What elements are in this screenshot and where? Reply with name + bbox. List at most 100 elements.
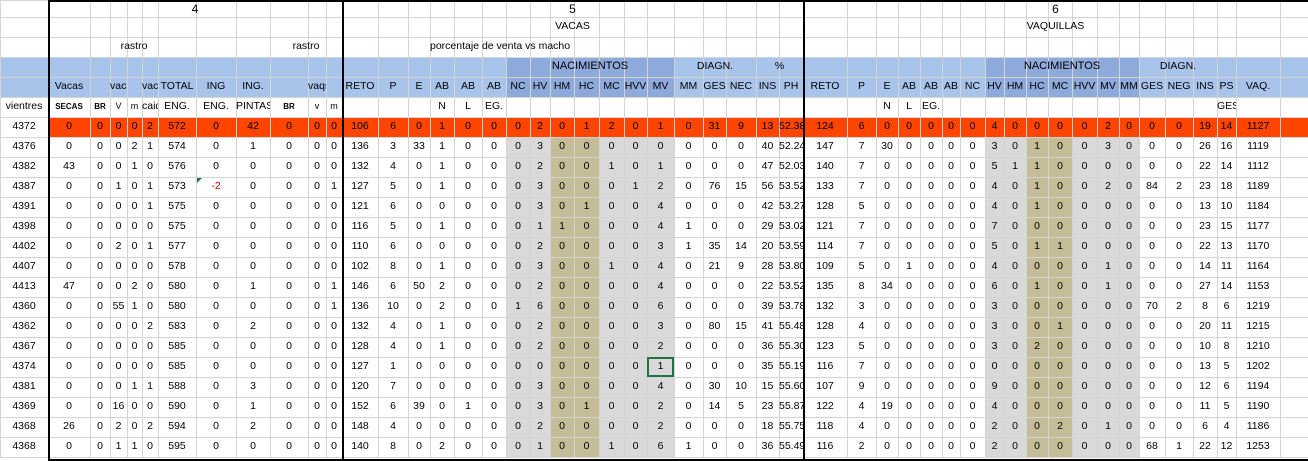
data-cell[interactable]: 0 bbox=[213, 420, 219, 432]
data-cell[interactable]: 0 bbox=[906, 360, 912, 372]
data-cell[interactable]: 0 bbox=[1149, 400, 1155, 412]
data-cell[interactable]: 55.87 bbox=[779, 400, 803, 412]
header-r5-c3[interactable]: V bbox=[115, 101, 122, 111]
data-cell[interactable]: 1 bbox=[1034, 200, 1040, 212]
data-cell[interactable]: 5 bbox=[858, 340, 865, 352]
data-cell[interactable]: 0 bbox=[465, 120, 471, 132]
header-r5-c0[interactable]: vientres bbox=[5, 100, 43, 112]
data-cell[interactable]: 0 bbox=[97, 280, 103, 292]
data-cell[interactable]: 0 bbox=[632, 340, 639, 352]
data-cell[interactable]: 2 bbox=[439, 300, 445, 312]
data-cell[interactable]: 0 bbox=[131, 320, 138, 332]
data-cell[interactable]: 0 bbox=[491, 380, 497, 392]
data-cell[interactable]: 2 bbox=[537, 280, 543, 292]
data-cell[interactable]: 4 bbox=[657, 380, 664, 392]
data-cell[interactable]: 4 bbox=[390, 420, 396, 432]
data-cell[interactable]: 0 bbox=[314, 260, 320, 272]
data-cell[interactable]: 0 bbox=[583, 160, 590, 172]
data-cell[interactable]: 0 bbox=[66, 180, 72, 192]
data-cell[interactable]: 0 bbox=[66, 440, 72, 452]
data-cell[interactable]: 1 bbox=[147, 140, 153, 152]
header-r5-c15[interactable]: N bbox=[438, 100, 446, 112]
data-cell[interactable]: 15 bbox=[735, 320, 747, 332]
data-cell[interactable]: 1 bbox=[1034, 140, 1040, 152]
data-cell[interactable]: 0 bbox=[1176, 380, 1182, 392]
data-cell[interactable]: 0 bbox=[1126, 340, 1132, 352]
data-cell[interactable]: 55.48 bbox=[779, 320, 803, 332]
data-cell[interactable]: 0 bbox=[1057, 300, 1063, 312]
data-cell[interactable]: 0 bbox=[286, 380, 292, 392]
data-cell[interactable]: 0 bbox=[515, 260, 521, 272]
data-cell[interactable]: 0 bbox=[314, 300, 320, 312]
data-cell[interactable]: 0 bbox=[314, 120, 320, 132]
data-cell[interactable]: 0 bbox=[465, 280, 471, 292]
data-cell[interactable]: 0 bbox=[491, 300, 497, 312]
data-cell[interactable]: 0 bbox=[1126, 140, 1132, 152]
data-cell[interactable]: 110 bbox=[351, 240, 369, 252]
data-cell[interactable]: 20 bbox=[1199, 320, 1211, 332]
data-cell[interactable]: 0 bbox=[1126, 380, 1132, 392]
data-cell[interactable]: 0 bbox=[969, 200, 976, 212]
data-cell[interactable]: 0 bbox=[1057, 440, 1063, 452]
data-cell[interactable]: 0 bbox=[1081, 180, 1088, 192]
data-cell[interactable]: 0 bbox=[583, 320, 590, 332]
data-cell[interactable]: 0 bbox=[906, 320, 912, 332]
data-cell[interactable]: 12 bbox=[1220, 440, 1233, 452]
data-cell[interactable]: 0 bbox=[1012, 320, 1018, 332]
data-cell[interactable]: 42 bbox=[247, 120, 259, 132]
data-cell[interactable]: 5 bbox=[390, 220, 396, 232]
data-cell[interactable]: 0 bbox=[1012, 200, 1018, 212]
data-cell[interactable]: 3 bbox=[537, 380, 543, 392]
data-cell[interactable]: 0 bbox=[1126, 420, 1132, 432]
data-cell[interactable]: 0 bbox=[491, 340, 497, 352]
data-cell[interactable]: 2 bbox=[250, 420, 256, 432]
data-cell[interactable]: 0 bbox=[115, 280, 122, 292]
data-cell[interactable]: 0 bbox=[928, 220, 934, 232]
data-cell[interactable]: 0 bbox=[906, 240, 912, 252]
header-r4-c17[interactable]: AB bbox=[486, 80, 501, 92]
data-cell[interactable]: 0 bbox=[1149, 320, 1155, 332]
data-cell[interactable]: 0 bbox=[331, 260, 337, 272]
data-cell[interactable]: 0 bbox=[559, 280, 565, 292]
data-cell[interactable]: 0 bbox=[314, 240, 320, 252]
data-cell[interactable]: 0 bbox=[1081, 240, 1088, 252]
group-header-6[interactable]: 6 bbox=[1052, 2, 1059, 16]
data-cell[interactable]: 0 bbox=[314, 420, 320, 432]
data-cell[interactable]: 10 bbox=[1220, 200, 1233, 212]
data-cell[interactable]: 53.78 bbox=[779, 300, 803, 312]
data-cell[interactable]: 1 bbox=[115, 180, 122, 192]
data-cell[interactable]: 0 bbox=[1176, 220, 1182, 232]
data-cell[interactable]: 4 bbox=[657, 220, 664, 232]
data-cell[interactable]: 3 bbox=[537, 180, 543, 192]
data-cell[interactable]: 30 bbox=[708, 380, 721, 392]
data-cell[interactable]: 0 bbox=[632, 400, 639, 412]
data-cell[interactable]: 8 bbox=[858, 280, 865, 292]
data-cell[interactable]: 3 bbox=[657, 320, 664, 332]
header-r4-c42[interactable]: MV bbox=[1100, 80, 1116, 92]
data-cell[interactable]: 114 bbox=[816, 240, 834, 252]
data-cell[interactable]: 2 bbox=[657, 400, 664, 412]
data-cell[interactable]: 8 bbox=[1202, 300, 1208, 312]
data-cell[interactable]: 1186 bbox=[1246, 420, 1270, 432]
data-cell[interactable]: 1 bbox=[131, 440, 138, 452]
data-cell[interactable]: 2 bbox=[537, 320, 543, 332]
data-cell[interactable]: 0 bbox=[884, 220, 890, 232]
data-cell[interactable]: 0 bbox=[1105, 320, 1111, 332]
data-cell[interactable]: 2 bbox=[991, 440, 998, 452]
data-cell[interactable]: 0 bbox=[286, 400, 292, 412]
data-cell[interactable]: 0 bbox=[608, 220, 615, 232]
data-cell[interactable]: 0 bbox=[250, 360, 256, 372]
data-cell[interactable]: 0 bbox=[115, 160, 122, 172]
header-r5-c17[interactable]: EG. bbox=[484, 100, 504, 112]
data-cell[interactable]: 580 bbox=[168, 280, 186, 292]
data-cell[interactable]: 0 bbox=[685, 280, 692, 292]
data-cell[interactable]: 0 bbox=[1105, 340, 1111, 352]
data-cell[interactable]: 0 bbox=[213, 120, 219, 132]
data-cell[interactable]: 1170 bbox=[1246, 240, 1270, 252]
data-cell[interactable]: 4 bbox=[991, 260, 998, 272]
data-cell[interactable]: 2 bbox=[131, 140, 138, 152]
data-cell[interactable]: 0 bbox=[1176, 400, 1182, 412]
data-cell[interactable]: 116 bbox=[351, 220, 369, 232]
data-cell[interactable]: 0 bbox=[1034, 420, 1040, 432]
data-cell[interactable]: 5 bbox=[738, 400, 744, 412]
